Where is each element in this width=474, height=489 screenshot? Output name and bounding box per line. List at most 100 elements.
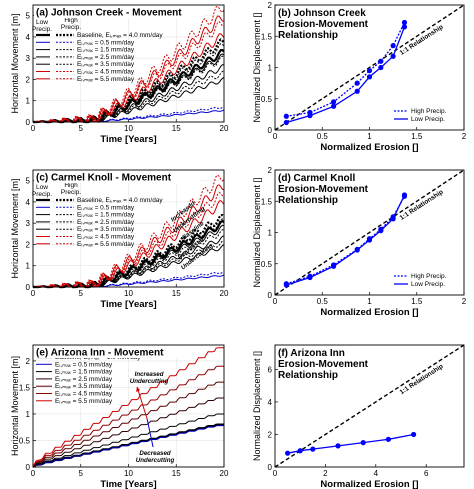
legend-entry: High Precip. [411, 108, 447, 115]
x-tick-label: 5 [79, 469, 84, 478]
data-point [283, 282, 289, 288]
x-tick-label: 0.5 [317, 132, 329, 141]
y-tick-label: 1 [26, 262, 31, 271]
panel-c: 0 5 10 15 20 0 1 2 3 4 5 Time [Years] Horizontal Mov… [10, 169, 229, 310]
data-point [385, 436, 391, 442]
plot-border [274, 344, 465, 468]
plot-border [32, 344, 225, 468]
x-tick-label: 0 [31, 469, 36, 478]
series-line-high [33, 213, 225, 289]
x-tick-label: 1 [367, 297, 372, 306]
legend-entry: Eᵢ,ₘₐₓ = 4.5 mm/day [77, 234, 135, 241]
x-tick-label: 0.5 [317, 297, 329, 306]
data-point [390, 43, 396, 49]
legend-header-high: High [64, 182, 78, 189]
series-line-low [33, 200, 225, 288]
data-point [297, 448, 303, 454]
legend-entry: Eᵢ,ₘₐₓ = 2.5 mm/day [77, 54, 135, 61]
data-point [366, 237, 373, 243]
y-tick-label: 1.5 [261, 32, 273, 41]
series-line [286, 195, 406, 285]
panel-title-line: Relationship [278, 195, 338, 206]
annotation-decreased: Decreased [139, 450, 171, 457]
legend-entry: Baseline, Eᵢ,ₘₐₓ = 4.0 mm/day [77, 32, 163, 39]
x-tick-label: 10 [124, 124, 133, 133]
panel-title: (e) Arizona Inn - Movement [36, 348, 164, 359]
data-point [401, 192, 408, 198]
panel-e: 0 5 10 15 20 0 0.5 1 1.5 2 Time [Years] Horizontal … [10, 344, 229, 489]
data-point [330, 103, 337, 109]
series-line-high [33, 38, 225, 124]
y-tick-label: 0.5 [19, 436, 31, 445]
x-axis-label: Normalized Erosion [] [320, 142, 418, 153]
x-tick-label: 1 [367, 132, 372, 141]
data-point [378, 228, 384, 234]
series-line [32, 397, 224, 468]
x-tick-label: 20 [220, 124, 229, 133]
x-tick-label: 5 [79, 124, 84, 133]
data-point [354, 80, 360, 86]
x-axis-label: Time [Years] [100, 134, 156, 145]
data-point [378, 58, 384, 64]
panel-a: 0 5 10 15 20 0 1 2 3 4 5 Time [Years] Horizontal Mov… [10, 4, 229, 145]
legend-entry: Eᵢ,ₘₐₓ = 5.5 mm/day [77, 241, 135, 248]
y-tick-label: 0 [26, 118, 31, 127]
title-bg [34, 6, 206, 18]
panel-title-line: (f) Arizona Inn [278, 348, 345, 359]
arrow-head [136, 387, 141, 392]
y-tick-label: 1 [26, 410, 31, 419]
series-line-low [33, 184, 225, 288]
data-point [283, 119, 289, 126]
arrow-up [136, 386, 148, 419]
panel-b: 0 0.5 1 1.5 2 0 0.5 1 1.5 2 Normalized Erosion [] N… [252, 1, 467, 153]
panel-title-line: Erosion-Movement [278, 19, 369, 30]
y-tick-label: 1 [26, 97, 31, 106]
plot-border [274, 169, 465, 296]
data-point [283, 113, 289, 119]
legend-entry: Eᵢ,ₘₐₓ = 4.5 mm/day [55, 391, 113, 398]
legend-header-low: Low [36, 19, 48, 26]
panel-title-line: Erosion-Movement [278, 359, 369, 370]
x-tick-label: 1.5 [411, 132, 423, 141]
data-point [285, 450, 291, 456]
series-line-high [33, 21, 225, 123]
legend-header-high: High [64, 17, 78, 24]
panel-title-line: Erosion-Movement [278, 184, 369, 195]
series-line-high [33, 174, 225, 288]
y-axis-label: Normalized Displacement [] [252, 351, 262, 461]
data-point [307, 274, 313, 281]
data-point [366, 68, 373, 74]
series-line [286, 22, 406, 117]
y-tick-label: 3 [26, 219, 31, 228]
y-tick-label: 2 [26, 240, 31, 249]
annotation-decreased: Undercutting [136, 457, 175, 464]
panel-title-line: Relationship [278, 370, 338, 381]
legend-entry: Eᵢ,ₘₐₓ = 5.5 mm/day [55, 398, 113, 405]
y-axis-label: Horizontal Movement [m] [10, 356, 20, 456]
data-point [354, 247, 360, 253]
legend-entry: Eᵢ,ₘₐₓ = 0.5 mm/day [77, 39, 135, 46]
y-tick-label: 4 [26, 33, 31, 42]
x-tick-label: 15 [172, 124, 181, 133]
x-tick-label: 1.5 [411, 297, 423, 306]
legend-header-low: Precip. [32, 191, 52, 198]
y-tick-label: 5 [26, 12, 31, 21]
legend-entry: Low Precip. [411, 281, 445, 288]
legend-entry: Eᵢ,ₘₐₓ = 3.5 mm/day [55, 383, 113, 390]
y-tick-label: 1 [268, 229, 273, 238]
x-tick-label: 20 [220, 289, 229, 298]
legend-entry: Eᵢ,ₘₐₓ = 0.5 mm/day [77, 204, 135, 211]
x-tick-label: 0 [273, 132, 278, 141]
series-line [32, 413, 224, 468]
x-tick-label: 15 [172, 469, 181, 478]
data-point [335, 443, 341, 449]
legend-header-high: Precip. [61, 189, 81, 196]
y-tick-label: 2 [26, 357, 31, 366]
x-tick-label: 15 [172, 289, 181, 298]
x-tick-label: 2 [462, 297, 467, 306]
title-bg [34, 346, 194, 358]
y-tick-label: 1.5 [261, 197, 273, 206]
legend-header-low: Low [36, 184, 48, 191]
